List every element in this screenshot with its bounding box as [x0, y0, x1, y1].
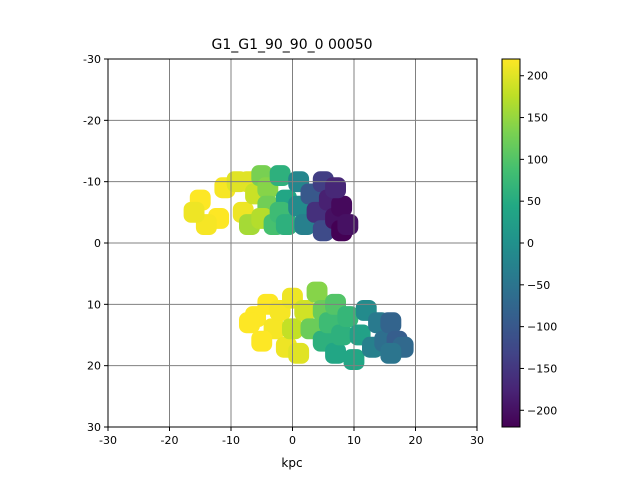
- map-cell: [239, 312, 260, 334]
- colorbar-gradient: [501, 58, 521, 428]
- colorbar-tick-label: −150: [527, 362, 557, 375]
- colorbar-tick-label: −50: [527, 279, 550, 292]
- map-cell: [275, 214, 297, 235]
- y-tick-label: -10: [83, 176, 101, 189]
- region-1: [183, 165, 359, 242]
- y-tick-label: 0: [94, 237, 101, 250]
- region-2: [239, 281, 414, 370]
- x-tick-label: 10: [347, 434, 361, 447]
- x-tick-label: -30: [99, 434, 117, 447]
- map-cell: [331, 195, 353, 217]
- x-tick-label: 30: [470, 434, 484, 447]
- map-cell: [331, 324, 353, 346]
- map-cell: [380, 312, 402, 334]
- colorbar-tick-label: 0: [527, 237, 534, 250]
- map-cell: [288, 342, 310, 364]
- y-tick-label: -20: [83, 114, 101, 127]
- chart-title: G1_G1_90_90_0 00050: [211, 37, 372, 53]
- map-cell: [251, 330, 273, 352]
- x-tick-label: 0: [289, 434, 296, 447]
- x-tick-label: -20: [161, 434, 179, 447]
- map-cell: [269, 165, 291, 186]
- colorbar-tick-label: −200: [527, 404, 557, 417]
- x-axis: -30 -20 -10 0 10 20 30: [99, 427, 484, 447]
- colorbar-tick-label: −100: [527, 321, 557, 334]
- colorbar-tick-label: 100: [527, 153, 548, 166]
- colorbar-tick-label: 200: [527, 70, 548, 83]
- map-cell: [325, 342, 346, 364]
- map-cell: [337, 214, 359, 235]
- x-axis-label: kpc: [281, 456, 302, 470]
- map-cell: [306, 281, 328, 303]
- colorbar-tick-label: 50: [527, 195, 541, 208]
- map-cell: [380, 342, 402, 364]
- colorbar-tick-label: 150: [527, 112, 548, 125]
- colorbar-ticks: 200 150 100 50 0 −50 −100 −150 −200: [520, 70, 557, 417]
- x-tick-label: 20: [409, 434, 423, 447]
- y-axis: -30 -20 -10 0 10 20 30: [83, 53, 108, 434]
- map-cell: [294, 300, 316, 321]
- y-tick-label: 10: [87, 298, 101, 311]
- map-cell: [183, 201, 205, 223]
- colorbar: 200 150 100 50 0 −50 −100 −150 −200: [501, 58, 557, 428]
- plot-area: -30 -20 -10 0 10 20 30 -30 -20 -10 0 10 20 30: [83, 53, 484, 447]
- x-tick-label: -10: [222, 434, 240, 447]
- y-tick-label: 20: [87, 360, 101, 373]
- map-cell: [325, 177, 346, 199]
- y-tick-label: -30: [83, 53, 101, 66]
- y-tick-label: 30: [87, 421, 101, 434]
- velocity-map: [183, 165, 414, 370]
- map-cell: [337, 306, 359, 327]
